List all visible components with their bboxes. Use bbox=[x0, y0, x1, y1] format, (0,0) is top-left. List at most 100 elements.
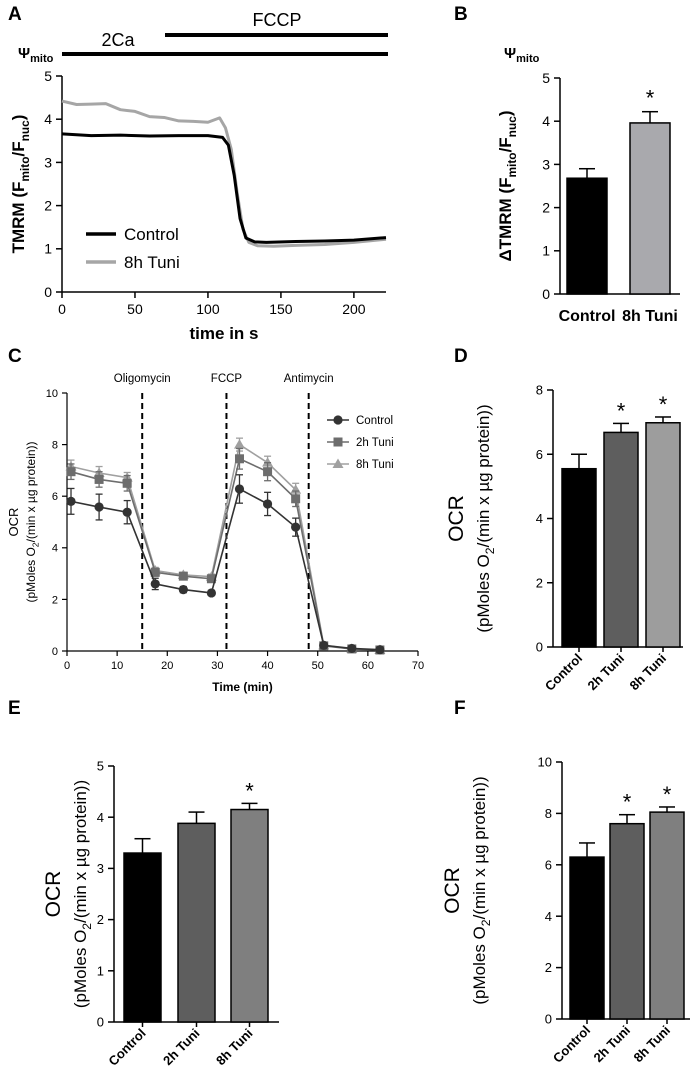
c-series-2h-tuni-line bbox=[70, 457, 380, 651]
c-point-2h-tuni bbox=[150, 567, 160, 577]
panel-letter-b: B bbox=[454, 4, 468, 25]
panel-letter-e: E bbox=[8, 698, 21, 719]
d-y-label-units-main: (pMoles O bbox=[474, 554, 493, 632]
b-header-sub: mito bbox=[516, 53, 540, 65]
c-y-tick-label: 0 bbox=[52, 646, 58, 658]
a-x-tick-label: 200 bbox=[342, 301, 366, 317]
c-point-2h-tuni bbox=[234, 454, 244, 464]
c-legend-marker-control bbox=[333, 415, 343, 425]
e-y-tick-label: 2 bbox=[97, 912, 104, 927]
b-y-tick-label: 5 bbox=[542, 70, 550, 86]
a-y-label-sub: mito bbox=[18, 157, 32, 182]
f-bar-control bbox=[569, 856, 605, 1020]
c-y-tick-label: 6 bbox=[52, 491, 58, 503]
f-y-tick-label: 8 bbox=[545, 806, 552, 821]
c-point-control bbox=[319, 640, 329, 650]
c-y-label-units-main: (pMoles O bbox=[24, 547, 38, 602]
c-legend-marker-2h-tuni bbox=[333, 437, 343, 447]
b-significance-star: * bbox=[646, 86, 655, 111]
e-significance-star: * bbox=[245, 778, 254, 803]
b-y-tick-label: 2 bbox=[542, 200, 550, 216]
e-y-label-units-end: /(min x µg protein)) bbox=[71, 780, 90, 923]
d-x-tick-label: Control bbox=[542, 651, 585, 694]
c-y-tick-label: 8 bbox=[52, 439, 58, 451]
b-x-tick-label: 8h Tuni bbox=[622, 308, 678, 325]
e-y-tick-label: 3 bbox=[97, 861, 104, 876]
b-y-tick-label: 1 bbox=[542, 243, 550, 259]
c-point-control bbox=[262, 499, 273, 509]
d-y-tick-label: 8 bbox=[536, 383, 543, 398]
b-y-tick-label: 4 bbox=[542, 113, 550, 129]
c-x-tick-label: 60 bbox=[362, 660, 374, 672]
a-y-label: TMRM (Fmito/Fnuc) bbox=[9, 115, 32, 254]
f-significance-star: * bbox=[623, 790, 632, 815]
c-point-2h-tuni bbox=[263, 467, 273, 477]
f-bar-8h-tuni bbox=[649, 811, 685, 1020]
d-y-tick-label: 2 bbox=[536, 575, 543, 590]
c-legend-marker-8h-tuni bbox=[332, 458, 344, 468]
c-x-tick-label: 30 bbox=[211, 660, 223, 672]
b-y-label-sub: nuc bbox=[505, 116, 519, 138]
c-legend-label: Control bbox=[356, 415, 393, 427]
c-series-control-line bbox=[70, 487, 380, 651]
e-y-tick-label: 4 bbox=[97, 810, 104, 825]
stim-label-fccp: FCCP bbox=[253, 10, 302, 30]
psi-sub: mito bbox=[30, 53, 54, 65]
c-injection-label: Antimycin bbox=[284, 373, 334, 385]
f-y-label-units: (pMoles O2/(min x µg protein)) bbox=[470, 776, 493, 1004]
d-bar-control bbox=[561, 467, 597, 648]
e-y-label-units-sub: 2 bbox=[80, 923, 94, 930]
a-x-tick-label: 50 bbox=[127, 301, 143, 317]
panel-letter-c: C bbox=[8, 346, 22, 367]
c-point-2h-tuni bbox=[291, 494, 301, 504]
f-y-label-units-end: /(min x µg protein)) bbox=[470, 776, 489, 919]
b-header-psi: Ψ bbox=[504, 45, 516, 62]
f-y-label-ocr: OCR bbox=[441, 867, 464, 914]
a-y-label-sub: nuc bbox=[18, 120, 32, 142]
c-y-label-units-end: /(min x µg protein)) bbox=[24, 441, 38, 542]
f-x-tick-label: Control bbox=[550, 1023, 593, 1066]
d-y-label-ocr: OCR bbox=[445, 495, 468, 542]
d-y-label-units-sub: 2 bbox=[483, 547, 497, 554]
e-y-tick-label: 0 bbox=[97, 1015, 104, 1030]
a-y-tick-label: 4 bbox=[44, 111, 52, 127]
panel-letter-d: D bbox=[454, 346, 468, 367]
c-point-8h-tuni bbox=[233, 439, 245, 449]
f-y-label-units-sub: 2 bbox=[479, 919, 493, 926]
c-point-2h-tuni bbox=[66, 467, 76, 477]
e-x-tick-label: Control bbox=[105, 1026, 148, 1069]
e-bar-2h-tuni bbox=[177, 822, 216, 1023]
b-header: Ψmito bbox=[504, 45, 540, 65]
b-y-label-main: ΔTMRM (F bbox=[496, 178, 515, 262]
c-point-2h-tuni bbox=[122, 478, 132, 488]
c-y-tick-label: 4 bbox=[52, 543, 58, 555]
c-x-tick-label: 0 bbox=[64, 660, 70, 672]
stim-label-2ca: 2Ca bbox=[101, 30, 135, 50]
c-x-tick-label: 50 bbox=[312, 660, 324, 672]
b-y-label-end: ) bbox=[496, 110, 515, 116]
c-legend-label: 8h Tuni bbox=[356, 459, 394, 471]
panel-letter-f: F bbox=[454, 698, 466, 719]
c-series-8h-tuni-line bbox=[70, 443, 380, 651]
c-point-control bbox=[178, 584, 188, 595]
d-y-tick-label: 6 bbox=[536, 447, 543, 462]
b-y-label: ΔTMRM (Fmito/Fnuc) bbox=[496, 110, 519, 261]
a-y-tick-label: 1 bbox=[44, 241, 52, 257]
c-point-control bbox=[66, 496, 76, 506]
d-significance-star: * bbox=[659, 392, 668, 417]
b-bar-control bbox=[566, 177, 608, 295]
psi-symbol: Ψ bbox=[18, 45, 30, 62]
f-y-label-units-main: (pMoles O bbox=[470, 926, 489, 1004]
c-y-tick-label: 2 bbox=[52, 594, 58, 606]
a-y-tick-label: 2 bbox=[44, 198, 52, 214]
b-y-tick-label: 3 bbox=[542, 156, 550, 172]
c-point-control bbox=[234, 484, 245, 494]
a-y-tick-label: 5 bbox=[44, 68, 52, 84]
panel-letter-a: A bbox=[8, 4, 22, 25]
c-y-label-ocr: OCR bbox=[6, 508, 21, 537]
c-point-2h-tuni bbox=[206, 574, 216, 584]
d-x-tick-label: 8h Tuni bbox=[627, 651, 670, 694]
c-x-tick-label: 10 bbox=[111, 660, 123, 672]
